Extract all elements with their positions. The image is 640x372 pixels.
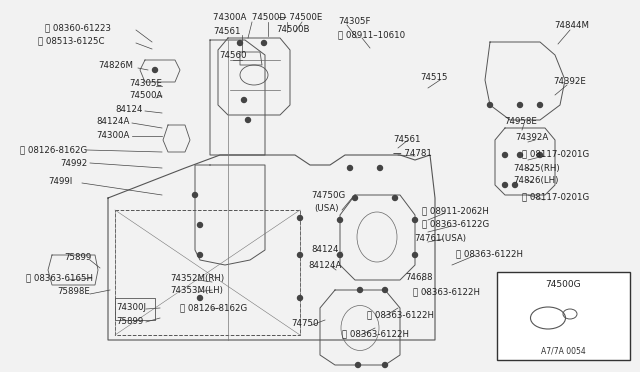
Text: 74561: 74561: [213, 26, 241, 35]
Text: Ⓢ 08513-6125C: Ⓢ 08513-6125C: [38, 36, 104, 45]
Text: 74392A: 74392A: [515, 134, 548, 142]
Circle shape: [262, 41, 266, 45]
Text: 7499I: 7499I: [48, 177, 72, 186]
Circle shape: [298, 253, 303, 257]
Circle shape: [378, 166, 383, 170]
Text: 74992: 74992: [60, 158, 87, 167]
Text: Ⓔ 08117-0201G: Ⓔ 08117-0201G: [522, 192, 589, 202]
Text: Ⓢ 08363-6122H: Ⓢ 08363-6122H: [342, 330, 409, 339]
Text: — 74500E: — 74500E: [278, 13, 323, 22]
Text: 74305F: 74305F: [338, 16, 371, 26]
Text: 74560: 74560: [219, 51, 246, 61]
Circle shape: [538, 153, 543, 157]
Polygon shape: [497, 272, 630, 360]
Circle shape: [383, 362, 387, 368]
Text: Ⓢ 08363-6122H: Ⓢ 08363-6122H: [413, 288, 480, 296]
Text: 75898E: 75898E: [57, 288, 90, 296]
Circle shape: [518, 153, 522, 157]
Circle shape: [337, 253, 342, 257]
Circle shape: [298, 215, 303, 221]
Circle shape: [383, 288, 387, 292]
Text: 74500G: 74500G: [545, 280, 581, 289]
Text: 74844M: 74844M: [554, 22, 589, 31]
Circle shape: [392, 196, 397, 201]
Circle shape: [413, 218, 417, 222]
Text: 74688: 74688: [405, 273, 433, 282]
Circle shape: [337, 218, 342, 222]
Circle shape: [355, 362, 360, 368]
Circle shape: [488, 103, 493, 108]
Circle shape: [502, 183, 508, 187]
Text: Ⓢ 08363-6122G: Ⓢ 08363-6122G: [422, 219, 489, 228]
Text: 74352M(RH): 74352M(RH): [170, 273, 224, 282]
Text: 74500B: 74500B: [276, 26, 310, 35]
Text: Ⓢ 08126-8162G: Ⓢ 08126-8162G: [180, 304, 247, 312]
Text: 74392E: 74392E: [553, 77, 586, 87]
Text: 74561: 74561: [393, 135, 420, 144]
Circle shape: [348, 166, 353, 170]
Text: 74300J: 74300J: [116, 304, 146, 312]
Circle shape: [198, 253, 202, 257]
Text: (USA): (USA): [314, 203, 339, 212]
Circle shape: [193, 192, 198, 198]
Text: Ⓝ 08911-2062H: Ⓝ 08911-2062H: [422, 206, 489, 215]
Text: 74353M(LH): 74353M(LH): [170, 285, 223, 295]
Text: 74958E: 74958E: [504, 118, 537, 126]
Text: 74305E: 74305E: [129, 80, 162, 89]
Text: 74300A  74500D: 74300A 74500D: [213, 13, 286, 22]
Circle shape: [358, 288, 362, 292]
Circle shape: [152, 67, 157, 73]
Text: — 74781: — 74781: [393, 150, 432, 158]
Text: 74826(LH): 74826(LH): [513, 176, 558, 185]
Circle shape: [298, 295, 303, 301]
Circle shape: [502, 153, 508, 157]
Text: 74300A: 74300A: [96, 131, 129, 140]
Circle shape: [237, 41, 243, 45]
Text: Ⓢ 08363-6122H: Ⓢ 08363-6122H: [456, 250, 523, 259]
Text: Ⓢ 08360-61223: Ⓢ 08360-61223: [45, 23, 111, 32]
Circle shape: [353, 196, 358, 201]
Text: Ⓑ 08117-0201G: Ⓑ 08117-0201G: [522, 150, 589, 158]
Text: 74750G: 74750G: [311, 192, 345, 201]
Text: 74825(RH): 74825(RH): [513, 164, 559, 173]
Circle shape: [246, 118, 250, 122]
Circle shape: [518, 103, 522, 108]
Text: 75899: 75899: [64, 253, 92, 263]
Circle shape: [241, 97, 246, 103]
Text: 84124A: 84124A: [308, 260, 341, 269]
Text: 84124: 84124: [311, 246, 339, 254]
Circle shape: [198, 295, 202, 301]
Circle shape: [538, 103, 543, 108]
Text: Ⓢ 08363-6165H: Ⓢ 08363-6165H: [26, 273, 93, 282]
Text: Ⓝ 08911–10610: Ⓝ 08911–10610: [338, 31, 405, 39]
Text: 74500A: 74500A: [129, 92, 163, 100]
Text: Ⓢ 08363-6122H: Ⓢ 08363-6122H: [367, 311, 434, 320]
Text: 75899: 75899: [116, 317, 143, 327]
Circle shape: [413, 253, 417, 257]
Text: 84124A: 84124A: [96, 118, 129, 126]
Text: 84124: 84124: [115, 105, 143, 113]
Text: 74515: 74515: [420, 74, 447, 83]
Text: Ⓢ 08126-8162G: Ⓢ 08126-8162G: [20, 145, 87, 154]
Circle shape: [513, 183, 518, 187]
Text: 74761(USA): 74761(USA): [414, 234, 466, 243]
Text: A7/7A 0054: A7/7A 0054: [541, 347, 586, 356]
Text: 74750: 74750: [291, 318, 319, 327]
Text: 74826M: 74826M: [98, 61, 133, 71]
Circle shape: [198, 222, 202, 228]
